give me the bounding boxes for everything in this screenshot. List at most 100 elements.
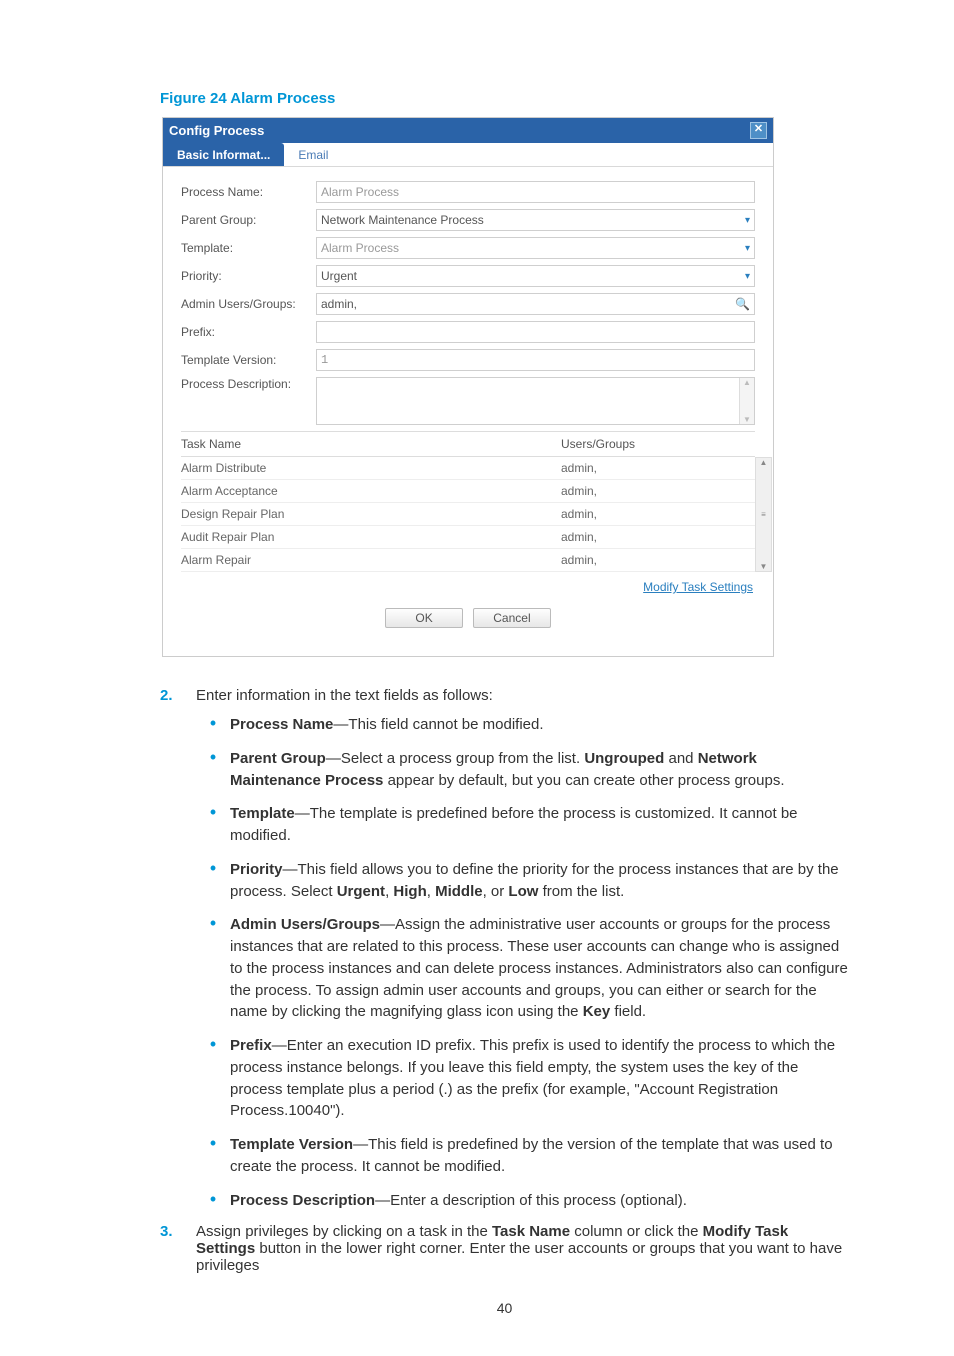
template-version-value: 1 bbox=[321, 353, 328, 367]
ok-button[interactable]: OK bbox=[385, 608, 463, 628]
label-process-description: Process Description: bbox=[181, 377, 316, 391]
step-text: Assign privileges by clicking on a task … bbox=[196, 1223, 849, 1274]
tab-bar: Basic Informat... Email bbox=[163, 143, 773, 167]
table-scrollbar[interactable]: ▲≡▼ bbox=[755, 457, 772, 572]
config-process-dialog: Config Process ✕ Basic Informat... Email… bbox=[162, 117, 774, 657]
task-table-body: Alarm Distribute admin, Alarm Acceptance… bbox=[181, 457, 755, 572]
task-name-cell: Design Repair Plan bbox=[181, 507, 561, 521]
bullet-term: Priority bbox=[230, 861, 283, 878]
bullet-term: Template Version bbox=[230, 1136, 353, 1153]
bullet-icon: • bbox=[196, 748, 230, 792]
step-number: 2. bbox=[160, 687, 196, 704]
bullet-desc: —The template is predefined before the p… bbox=[230, 805, 798, 844]
bullet-admin-users: • Admin Users/Groups—Assign the administ… bbox=[196, 914, 849, 1023]
prefix-input[interactable] bbox=[316, 321, 755, 343]
users-groups-cell: admin, bbox=[561, 484, 755, 498]
search-icon[interactable]: 🔍 bbox=[735, 297, 750, 311]
dialog-titlebar: Config Process ✕ bbox=[163, 118, 773, 143]
inline-bold: High bbox=[393, 883, 426, 900]
inline-text: button in the lower right corner. Enter … bbox=[196, 1240, 842, 1274]
close-icon[interactable]: ✕ bbox=[750, 122, 767, 139]
header-users-groups: Users/Groups bbox=[561, 437, 755, 451]
table-row[interactable]: Alarm Distribute admin, bbox=[181, 457, 755, 480]
bullet-term: Prefix bbox=[230, 1037, 272, 1054]
form-area: Process Name: Alarm Process Parent Group… bbox=[163, 167, 773, 656]
inline-bold: Key bbox=[583, 1003, 611, 1020]
table-row[interactable]: Alarm Repair admin, bbox=[181, 549, 755, 572]
step-3: 3. Assign privileges by clicking on a ta… bbox=[160, 1223, 849, 1274]
table-row[interactable]: Audit Repair Plan admin, bbox=[181, 526, 755, 549]
table-row[interactable]: Alarm Acceptance admin, bbox=[181, 480, 755, 503]
bullet-template-version: • Template Version—This field is predefi… bbox=[196, 1134, 849, 1178]
inline-bold: Middle bbox=[435, 883, 483, 900]
task-table: Task Name Users/Groups Alarm Distribute … bbox=[181, 431, 755, 572]
bullet-term: Admin Users/Groups bbox=[230, 916, 380, 933]
bullet-icon: • bbox=[196, 714, 230, 736]
inline-text: field. bbox=[610, 1003, 646, 1020]
figure-title: Figure 24 Alarm Process bbox=[160, 90, 849, 107]
inline-text: , bbox=[427, 883, 435, 900]
bullet-process-description: • Process Description—Enter a descriptio… bbox=[196, 1190, 849, 1212]
admin-users-value: admin, bbox=[321, 297, 357, 311]
users-groups-cell: admin, bbox=[561, 553, 755, 567]
template-version-input[interactable]: 1 bbox=[316, 349, 755, 371]
task-table-header: Task Name Users/Groups bbox=[181, 432, 755, 457]
page-number: 40 bbox=[160, 1300, 849, 1316]
task-name-cell: Alarm Acceptance bbox=[181, 484, 561, 498]
dialog-title: Config Process bbox=[169, 123, 264, 138]
template-select[interactable]: Alarm Process ▾ bbox=[316, 237, 755, 259]
bullet-desc: —Select a process group from the list. bbox=[326, 750, 584, 767]
bullet-icon: • bbox=[196, 803, 230, 847]
bullet-term: Process Name bbox=[230, 716, 333, 733]
label-template-version: Template Version: bbox=[181, 353, 316, 367]
label-priority: Priority: bbox=[181, 269, 316, 283]
bullet-icon: • bbox=[196, 1035, 230, 1122]
dialog-button-row: OK Cancel bbox=[181, 604, 755, 646]
chevron-down-icon: ▾ bbox=[745, 271, 750, 282]
inline-text: column or click the bbox=[570, 1223, 703, 1240]
tab-basic-information[interactable]: Basic Informat... bbox=[163, 143, 284, 166]
bullet-template: • Template—The template is predefined be… bbox=[196, 803, 849, 847]
modify-task-settings-link[interactable]: Modify Task Settings bbox=[181, 572, 755, 604]
inline-bold: Task Name bbox=[492, 1223, 570, 1240]
users-groups-cell: admin, bbox=[561, 461, 755, 475]
bullet-icon: • bbox=[196, 1134, 230, 1178]
process-name-value: Alarm Process bbox=[321, 185, 399, 199]
table-row[interactable]: Design Repair Plan admin, bbox=[181, 503, 755, 526]
textarea-scrollbar[interactable]: ▲▼ bbox=[739, 378, 754, 424]
users-groups-cell: admin, bbox=[561, 530, 755, 544]
bullet-prefix: • Prefix—Enter an execution ID prefix. T… bbox=[196, 1035, 849, 1122]
process-description-textarea[interactable]: ▲▼ bbox=[316, 377, 755, 425]
task-name-cell: Audit Repair Plan bbox=[181, 530, 561, 544]
parent-group-value: Network Maintenance Process bbox=[321, 213, 484, 227]
bullet-icon: • bbox=[196, 859, 230, 903]
label-process-name: Process Name: bbox=[181, 185, 316, 199]
chevron-down-icon: ▾ bbox=[745, 243, 750, 254]
bullet-list: • Process Name—This field cannot be modi… bbox=[196, 714, 849, 1211]
inline-text: and bbox=[664, 750, 697, 767]
inline-text: , or bbox=[483, 883, 509, 900]
bullet-parent-group: • Parent Group—Select a process group fr… bbox=[196, 748, 849, 792]
instruction-text: 2. Enter information in the text fields … bbox=[160, 687, 849, 1274]
process-name-input[interactable]: Alarm Process bbox=[316, 181, 755, 203]
bullet-icon: • bbox=[196, 1190, 230, 1212]
tab-email[interactable]: Email bbox=[284, 143, 342, 166]
bullet-desc: —Enter a description of this process (op… bbox=[375, 1192, 687, 1209]
task-name-cell: Alarm Repair bbox=[181, 553, 561, 567]
cancel-button[interactable]: Cancel bbox=[473, 608, 551, 628]
parent-group-select[interactable]: Network Maintenance Process ▾ bbox=[316, 209, 755, 231]
inline-text: appear by default, but you can create ot… bbox=[383, 772, 784, 789]
chevron-down-icon: ▾ bbox=[745, 215, 750, 226]
step-2: 2. Enter information in the text fields … bbox=[160, 687, 849, 704]
header-task-name: Task Name bbox=[181, 437, 561, 451]
template-value: Alarm Process bbox=[321, 241, 399, 255]
inline-text: Assign privileges by clicking on a task … bbox=[196, 1223, 492, 1240]
inline-bold: Low bbox=[508, 883, 538, 900]
bullet-icon: • bbox=[196, 914, 230, 1023]
priority-select[interactable]: Urgent ▾ bbox=[316, 265, 755, 287]
bullet-desc: —Enter an execution ID prefix. This pref… bbox=[230, 1037, 835, 1119]
task-name-cell: Alarm Distribute bbox=[181, 461, 561, 475]
admin-users-input[interactable]: admin, 🔍 bbox=[316, 293, 755, 315]
bullet-term: Template bbox=[230, 805, 295, 822]
users-groups-cell: admin, bbox=[561, 507, 755, 521]
